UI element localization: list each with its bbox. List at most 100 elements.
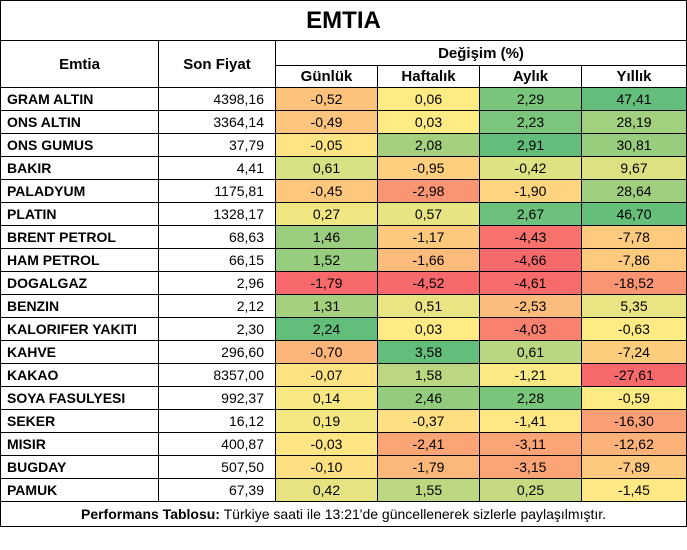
daily-change-cell: 1,52 (275, 248, 378, 272)
last-price-cell: 992,37 (158, 386, 276, 410)
weekly-change-cell: 2,46 (377, 386, 480, 410)
commodity-name-cell: KAHVE (0, 340, 159, 364)
monthly-change-cell: 2,28 (479, 386, 582, 410)
monthly-change-cell: -4,03 (479, 317, 582, 341)
table-row: DOGALGAZ 2,96 -1,79 -4,52 -4,61 -18,52 (0, 271, 687, 295)
weekly-change-cell: -1,79 (377, 455, 480, 479)
daily-change-cell: 0,19 (275, 409, 378, 433)
last-price-cell: 4398,16 (158, 87, 276, 111)
commodity-name-cell: DOGALGAZ (0, 271, 159, 295)
yearly-change-cell: -1,45 (580, 478, 687, 502)
yearly-change-cell: -7,24 (580, 340, 687, 364)
yearly-change-cell: 30,81 (580, 133, 687, 157)
daily-change-cell: 0,61 (275, 156, 378, 180)
column-header-change-group: Değişim (%) (274, 40, 687, 66)
last-price-cell: 3364,14 (158, 110, 276, 134)
commodity-name-cell: BAKIR (0, 156, 159, 180)
weekly-change-cell: 2,08 (377, 133, 480, 157)
commodity-name-cell: BRENT PETROL (0, 225, 159, 249)
weekly-change-cell: 1,58 (377, 363, 480, 387)
weekly-change-cell: -1,66 (377, 248, 480, 272)
table-row: KALORIFER YAKITI 2,30 2,24 0,03 -4,03 -0,63 (0, 317, 687, 341)
monthly-change-cell: -1,21 (479, 363, 582, 387)
footer-label: Performans Tablosu: (80, 506, 220, 522)
daily-change-cell: 0,42 (275, 478, 378, 502)
yearly-change-cell: -12,62 (580, 432, 687, 456)
weekly-change-cell: 0,51 (377, 294, 480, 318)
weekly-change-cell: -0,37 (377, 409, 480, 433)
yearly-change-cell: -18,52 (580, 271, 687, 295)
table-row: PALADYUM 1175,81 -0,45 -2,98 -1,90 28,64 (0, 179, 687, 203)
last-price-cell: 2,12 (158, 294, 276, 318)
commodity-name-cell: SEKER (0, 409, 159, 433)
monthly-change-cell: -2,53 (479, 294, 582, 318)
table-row: SOYA FASULYESI 992,37 0,14 2,46 2,28 -0,59 (0, 386, 687, 410)
daily-change-cell: -0,10 (275, 455, 378, 479)
last-price-cell: 2,96 (158, 271, 276, 295)
monthly-change-cell: -3,11 (479, 432, 582, 456)
last-price-cell: 67,39 (158, 478, 276, 502)
commodity-name-cell: BENZIN (0, 294, 159, 318)
commodity-performance-table: EMTIA Emtia Son Fiyat Değişim (%) Günlük… (0, 0, 687, 527)
table-row: SEKER 16,12 0,19 -0,37 -1,41 -16,30 (0, 409, 687, 433)
weekly-change-cell: 0,57 (377, 202, 480, 226)
daily-change-cell: -0,45 (275, 179, 378, 203)
weekly-change-cell: -1,17 (377, 225, 480, 249)
table-row: KAKAO 8357,00 -0,07 1,58 -1,21 -27,61 (0, 363, 687, 387)
monthly-change-cell: 2,29 (479, 87, 582, 111)
yearly-change-cell: 9,67 (580, 156, 687, 180)
monthly-change-cell: 0,25 (479, 478, 582, 502)
daily-change-cell: 0,14 (275, 386, 378, 410)
yearly-change-cell: -7,89 (580, 455, 687, 479)
table-row: BENZIN 2,12 1,31 0,51 -2,53 5,35 (0, 294, 687, 318)
monthly-change-cell: 2,67 (479, 202, 582, 226)
last-price-cell: 400,87 (158, 432, 276, 456)
table-title: EMTIA (0, 0, 687, 41)
monthly-change-cell: -0,42 (479, 156, 582, 180)
commodity-name-cell: HAM PETROL (0, 248, 159, 272)
last-price-cell: 37,79 (158, 133, 276, 157)
column-header-daily: Günlük (275, 65, 378, 88)
daily-change-cell: -0,52 (275, 87, 378, 111)
table-row: BUGDAY 507,50 -0,10 -1,79 -3,15 -7,89 (0, 455, 687, 479)
daily-change-cell: 0,27 (275, 202, 378, 226)
yearly-change-cell: -27,61 (580, 363, 687, 387)
table-row: BAKIR 4,41 0,61 -0,95 -0,42 9,67 (0, 156, 687, 180)
weekly-change-cell: 3,58 (377, 340, 480, 364)
weekly-change-cell: -4,52 (377, 271, 480, 295)
last-price-cell: 507,50 (158, 455, 276, 479)
commodity-name-cell: PAMUK (0, 478, 159, 502)
daily-change-cell: 1,46 (275, 225, 378, 249)
table-footer: Performans Tablosu: Türkiye saati ile 13… (0, 501, 687, 527)
daily-change-cell: -0,49 (275, 110, 378, 134)
commodity-name-cell: GRAM ALTIN (0, 87, 159, 111)
monthly-change-cell: -4,61 (479, 271, 582, 295)
column-header-commodity: Emtia (0, 40, 159, 88)
monthly-change-cell: 2,23 (479, 110, 582, 134)
commodity-name-cell: BUGDAY (0, 455, 159, 479)
column-header-weekly: Haftalık (377, 65, 480, 88)
table-row: KAHVE 296,60 -0,70 3,58 0,61 -7,24 (0, 340, 687, 364)
last-price-cell: 8357,00 (158, 363, 276, 387)
column-header-yearly: Yıllık (580, 65, 687, 88)
yearly-change-cell: -7,78 (580, 225, 687, 249)
weekly-change-cell: -2,98 (377, 179, 480, 203)
table-body: GRAM ALTIN 4398,16 -0,52 0,06 2,29 47,41 ONS A… (0, 87, 687, 502)
monthly-change-cell: -1,90 (479, 179, 582, 203)
commodity-name-cell: PALADYUM (0, 179, 159, 203)
table-row: ONS ALTIN 3364,14 -0,49 0,03 2,23 28,19 (0, 110, 687, 134)
last-price-cell: 1328,17 (158, 202, 276, 226)
footer-text: Türkiye saati ile 13:21'de güncellenerek… (219, 506, 607, 522)
weekly-change-cell: 0,06 (377, 87, 480, 111)
table-row: MISIR 400,87 -0,03 -2,41 -3,11 -12,62 (0, 432, 687, 456)
commodity-name-cell: MISIR (0, 432, 159, 456)
weekly-change-cell: -2,41 (377, 432, 480, 456)
yearly-change-cell: 5,35 (580, 294, 687, 318)
commodity-name-cell: SOYA FASULYESI (0, 386, 159, 410)
yearly-change-cell: 46,70 (580, 202, 687, 226)
last-price-cell: 2,30 (158, 317, 276, 341)
table-row: PAMUK 67,39 0,42 1,55 0,25 -1,45 (0, 478, 687, 502)
commodity-name-cell: ONS ALTIN (0, 110, 159, 134)
monthly-change-cell: -4,43 (479, 225, 582, 249)
table-row: HAM PETROL 66,15 1,52 -1,66 -4,66 -7,86 (0, 248, 687, 272)
